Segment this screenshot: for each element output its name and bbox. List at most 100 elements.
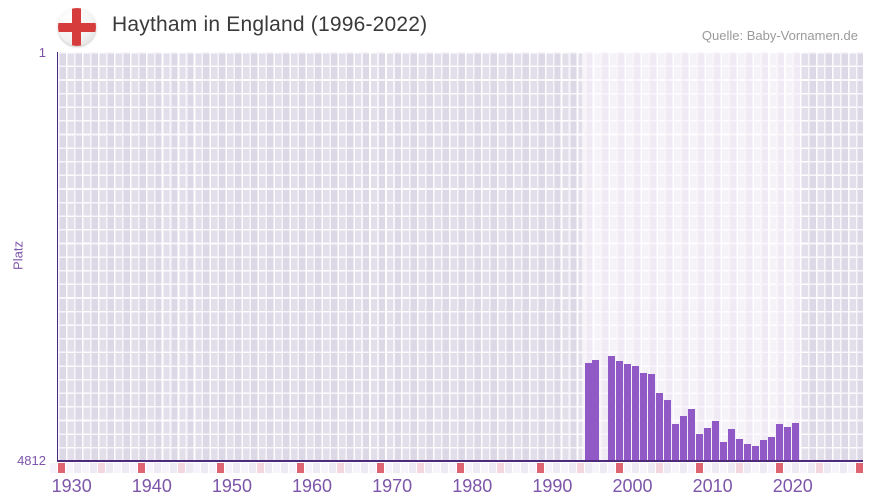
timeline-cell-1933	[81, 462, 89, 473]
timeline-cell-2018	[760, 462, 768, 473]
timeline-cell-1986	[504, 462, 512, 473]
bar-2012[interactable]	[712, 420, 720, 461]
bar-2014[interactable]	[728, 428, 736, 461]
half-decade-marker-1945	[177, 462, 185, 473]
bar-2009[interactable]	[688, 408, 696, 461]
x-tick-label-1960: 1960	[292, 476, 333, 496]
half-decade-marker-1935	[97, 462, 105, 473]
timeline-cell-1949	[209, 462, 217, 473]
timeline-cell-1941	[145, 462, 153, 473]
timeline-cell-1943	[161, 462, 169, 473]
timeline-cell-1954	[249, 462, 257, 473]
y-axis-tick-bottom: 4812	[17, 453, 46, 468]
timeline-cell-1967	[353, 462, 361, 473]
x-tick-label-2010: 2010	[692, 476, 733, 496]
timeline-cell-1987	[512, 462, 520, 473]
x-tick-label-1970: 1970	[372, 476, 413, 496]
timeline-cell-1979	[448, 462, 456, 473]
bar-1997[interactable]	[592, 359, 600, 461]
x-tick-label-1940: 1940	[131, 476, 172, 496]
timeline-cell-1951	[225, 462, 233, 473]
bar-2017[interactable]	[752, 446, 760, 461]
timeline-cell-1953	[241, 462, 249, 473]
half-decade-marker-2005	[656, 462, 664, 473]
england-flag-icon	[58, 8, 96, 46]
bar-2007[interactable]	[672, 424, 680, 461]
decade-marker-2000	[616, 462, 624, 473]
timeline-cell-2004	[648, 462, 656, 473]
timeline-cell-1993	[560, 462, 568, 473]
timeline-cell-1996	[584, 462, 592, 473]
bar-2000[interactable]	[616, 360, 624, 461]
x-tick-label-2020: 2020	[772, 476, 813, 496]
bar-2021[interactable]	[784, 427, 791, 461]
timeline-cell-1976	[424, 462, 432, 473]
timeline-cell-1963	[321, 462, 329, 473]
timeline-cell-2024	[807, 462, 815, 473]
timeline-cell-1972	[392, 462, 400, 473]
timeline-cell-2007	[672, 462, 680, 473]
bar-1996[interactable]	[584, 362, 592, 461]
timeline-cell-1991	[544, 462, 552, 473]
timeline-cell-1952	[233, 462, 241, 473]
bar-2016[interactable]	[744, 444, 752, 461]
timeline-cell-1982	[472, 462, 480, 473]
bar-2010[interactable]	[696, 434, 704, 461]
decade-marker-1980	[456, 462, 464, 473]
bar-2015[interactable]	[736, 438, 744, 461]
bar-1999[interactable]	[608, 355, 616, 461]
timeline-cell-1959	[289, 462, 297, 473]
timeline-cell-1931	[65, 462, 73, 473]
timeline-cell-1988	[520, 462, 528, 473]
bar-2001[interactable]	[624, 363, 632, 461]
timeline-cell-2021	[784, 462, 791, 473]
timeline-cell-1939	[129, 462, 137, 473]
bar-2006[interactable]	[664, 399, 672, 461]
bar-2005[interactable]	[656, 393, 664, 461]
timeline-cell-1957	[273, 462, 281, 473]
x-tick-label-1980: 1980	[452, 476, 493, 496]
decade-marker-1950	[217, 462, 225, 473]
half-decade-marker-2015	[736, 462, 744, 473]
timeline-cell-2013	[720, 462, 728, 473]
x-tick-label-1950: 1950	[211, 476, 252, 496]
bar-2004[interactable]	[648, 373, 656, 461]
bar-2011[interactable]	[704, 428, 712, 461]
timeline-cell-2029	[847, 462, 855, 473]
bar-2008[interactable]	[680, 415, 688, 461]
timeline-cell-1984	[488, 462, 496, 473]
timeline-cell-2003	[640, 462, 648, 473]
timeline-cell-1934	[89, 462, 97, 473]
timeline-cell-1977	[432, 462, 440, 473]
half-decade-marker-1975	[416, 462, 424, 473]
timeline-cell-1978	[440, 462, 448, 473]
timeline-cell-1929	[49, 462, 57, 473]
half-decade-marker-2025	[815, 462, 823, 473]
timeline-cell-2028	[839, 462, 847, 473]
timeline-cell-1937	[113, 462, 121, 473]
bar-2022[interactable]	[791, 422, 799, 461]
x-tick-label-1990: 1990	[532, 476, 573, 496]
decade-marker-1930	[57, 462, 65, 473]
bar-2013[interactable]	[720, 441, 728, 461]
y-axis-title: Platz	[10, 241, 26, 270]
timeline-cell-1968	[361, 462, 369, 473]
timeline-cell-2023	[799, 462, 807, 473]
timeline-cell-1994	[568, 462, 576, 473]
timeline-cell-1997	[592, 462, 600, 473]
source-credit: Quelle: Baby-Vornamen.de	[701, 28, 858, 43]
bar-2019[interactable]	[768, 436, 776, 461]
bar-2020[interactable]	[776, 424, 784, 461]
timeline-cell-1973	[400, 462, 408, 473]
grid-lines	[57, 52, 863, 461]
timeline-cell-1969	[369, 462, 377, 473]
x-axis-line	[57, 459, 863, 462]
half-decade-marker-1955	[257, 462, 265, 473]
bar-2003[interactable]	[640, 372, 648, 461]
timeline-cell-1947	[193, 462, 201, 473]
bar-2018[interactable]	[760, 439, 768, 461]
timeline-cell-2026	[823, 462, 831, 473]
decade-marker-1970	[377, 462, 385, 473]
bar-2002[interactable]	[632, 365, 640, 461]
